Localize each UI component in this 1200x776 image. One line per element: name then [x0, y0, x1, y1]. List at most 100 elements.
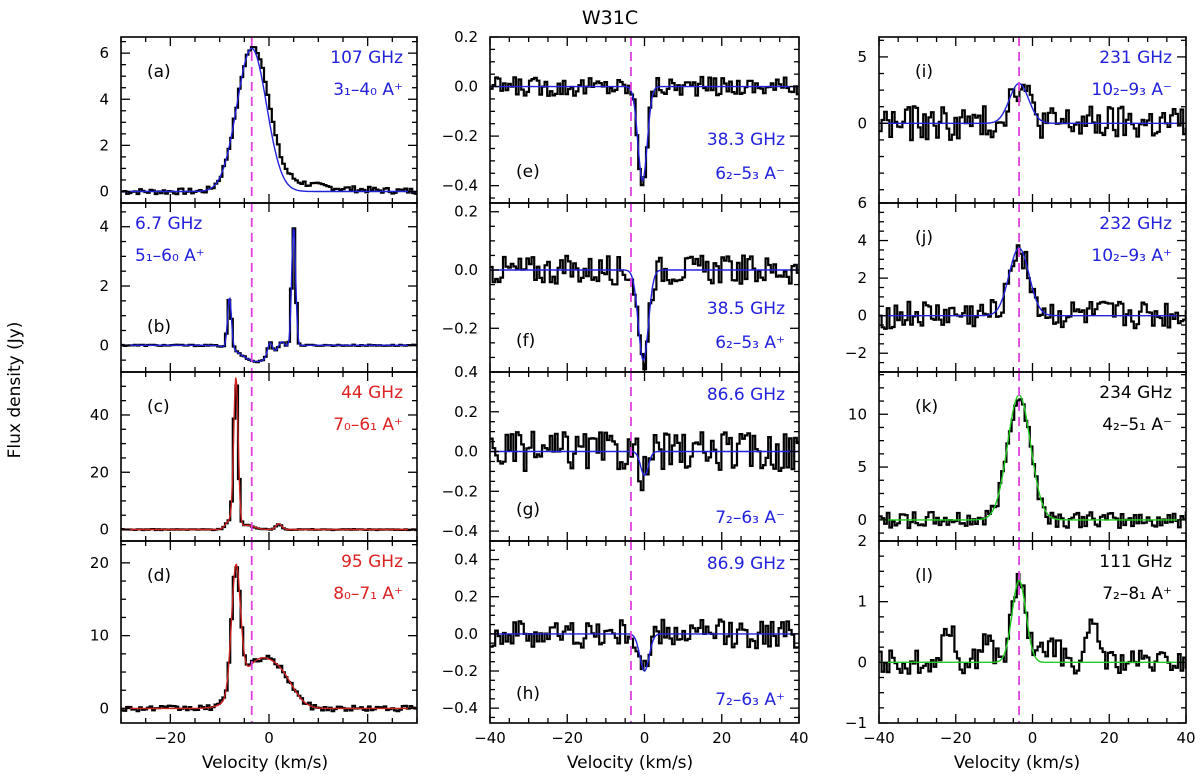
panel-h-ytick-label: −0.4: [442, 699, 478, 717]
panels: 0 2 4 6 (a) 107 GHz 3₁–4₀ A⁺ 0 2 4 (b) 6.7 GHz 5₁–6₀…: [90, 28, 1196, 747]
x-axis-label-col3: Velocity (km/s): [954, 753, 1080, 773]
panel-g: 0.4 0.2 0.0 −0.2 −0.4 (g) 86.6 GHz 7₂–6₃ A⁻: [442, 363, 800, 542]
panel-d-letter: (d): [147, 566, 171, 586]
panel-j-ytick-label: 4: [857, 232, 867, 250]
panel-h-transition-label: 7₂–6₃ A⁺: [715, 690, 785, 710]
panel-i-transition-label: 10₂–9₃ A⁻: [1091, 80, 1172, 100]
panel-c-frequency-label: 44 GHz: [341, 383, 403, 403]
panel-g-ytick-label: 0.2: [454, 403, 478, 421]
panel-c-transition-label: 7₀–6₁ A⁺: [333, 415, 403, 435]
panel-e: 0.2 0.0 −0.2 −0.4 (e) 38.3 GHz 6₂–5₃ A⁻: [442, 28, 800, 204]
panel-i-ytick-label: 0: [857, 114, 867, 132]
panel-d-transition-label: 8₀–7₁ A⁺: [333, 584, 403, 604]
panel-l: −40 −20 0 20 40 2 1 0 −1 (l) 111 GHz 7₂–8₁ A⁺: [845, 532, 1196, 747]
panel-e-ytick-label: 0.2: [454, 28, 478, 46]
panel-g-observed-spectrum: [490, 430, 799, 492]
panel-e-data: [490, 75, 799, 187]
panel-a-ytick-label: 0: [99, 182, 109, 200]
panel-a-ytick-label: 2: [99, 136, 109, 154]
panel-a-ytick-label: 6: [99, 44, 109, 62]
panel-f-ytick-label: 0.0: [454, 261, 478, 279]
panel-d-data: [121, 563, 417, 713]
panel-h-xtick-label: 20: [712, 729, 731, 747]
panel-g-ytick-label: 0.4: [454, 363, 478, 381]
panel-b: 0 2 4 (b) 6.7 GHz 5₁–6₀ A⁺: [99, 202, 418, 373]
panel-i-observed-spectrum: [879, 83, 1186, 142]
panel-k-ytick-label: 10: [848, 405, 867, 423]
panel-f-frequency-label: 38.5 GHz: [707, 299, 785, 319]
panel-j-ytick-label: 2: [857, 269, 867, 287]
panel-b-data: [121, 227, 417, 364]
panel-i-letter: (i): [915, 62, 933, 82]
x-axis-label-col2: Velocity (km/s): [567, 753, 693, 773]
panel-h-frequency-label: 86.9 GHz: [707, 554, 785, 574]
panel-k-fit-curve: [879, 394, 1186, 521]
panel-h-xtick-label: 40: [789, 729, 808, 747]
panel-d-ytick-label: 0: [99, 699, 109, 717]
panel-e-fit-curve: [490, 85, 799, 182]
panel-b-letter: (b): [147, 317, 171, 337]
panel-j: 6 4 2 0 −2 (j) 232 GHz 10₂–9₃ A⁺: [845, 194, 1187, 373]
panel-g-fit-curve: [490, 450, 799, 477]
panel-c-letter: (c): [147, 397, 170, 417]
panel-l-data: [879, 572, 1186, 675]
panel-f-transition-label: 6₂–5₃ A⁺: [715, 333, 785, 353]
panel-j-ytick-label: 6: [857, 194, 867, 212]
panel-l-fit-curve: [879, 579, 1186, 663]
panel-k: 10 5 0 (k) 234 GHz 4₂–5₁ A⁻: [848, 371, 1187, 542]
panel-b-frequency-label: 6.7 GHz: [135, 214, 202, 234]
y-axis-label: Flux density (Jy): [5, 322, 25, 459]
panel-b-ytick-label: 2: [99, 277, 109, 295]
panel-b-fit-curve: [121, 228, 417, 363]
panel-f-fit-curve: [490, 269, 799, 361]
panel-f-ytick-label: −0.2: [442, 319, 478, 337]
panel-k-data: [879, 394, 1186, 530]
panel-c-ytick-label: 40: [90, 406, 109, 424]
panel-k-ytick-label: 0: [857, 511, 867, 529]
panel-h-ytick-label: −0.2: [442, 662, 478, 680]
panel-h-xtick-label: −20: [551, 729, 583, 747]
panel-k-ytick-label: 5: [857, 458, 867, 476]
panel-l-xtick-label: 20: [1100, 729, 1119, 747]
panel-h-data: [490, 618, 799, 672]
panel-k-frequency-label: 234 GHz: [1099, 383, 1172, 403]
panel-l-ytick-label: 0: [857, 653, 867, 671]
panel-j-fit-curve: [879, 247, 1186, 317]
panel-e-observed-spectrum: [490, 75, 799, 187]
panel-l-ytick-label: 1: [857, 593, 867, 611]
panel-e-ytick-label: 0.0: [454, 78, 478, 96]
panel-h-ytick-label: 0.0: [454, 625, 478, 643]
panel-i: 5 0 (i) 231 GHz 10₂–9₃ A⁻: [857, 36, 1187, 204]
panel-h-xtick-label: −40: [474, 729, 506, 747]
panel-j-frequency-label: 232 GHz: [1099, 214, 1172, 234]
panel-j-ytick-label: 0: [857, 307, 867, 325]
panel-e-ytick-label: −0.2: [442, 127, 478, 145]
panel-i-fit-curve: [879, 82, 1186, 124]
panel-c-ytick-label: 20: [90, 463, 109, 481]
panel-g-ytick-label: −0.4: [442, 522, 478, 540]
panel-a-data: [121, 46, 417, 196]
panel-b-transition-label: 5₁–6₀ A⁺: [135, 246, 205, 266]
panel-k-transition-label: 4₂–5₁ A⁻: [1102, 415, 1172, 435]
panel-d-ytick-label: 20: [90, 554, 109, 572]
panel-l-ytick-label: −1: [845, 714, 867, 732]
panel-a-letter: (a): [147, 62, 171, 82]
panel-k-letter: (k): [915, 397, 938, 417]
panel-l-ytick-label: 2: [857, 532, 867, 550]
panel-f-letter: (f): [516, 331, 535, 351]
panel-d-xtick-label: 20: [358, 729, 377, 747]
panel-i-frequency-label: 231 GHz: [1099, 48, 1172, 68]
panel-a-frequency-label: 107 GHz: [330, 48, 403, 68]
panel-l-xtick-label: −20: [940, 729, 972, 747]
panel-e-transition-label: 6₂–5₃ A⁻: [715, 164, 785, 184]
panel-h-ytick-label: 0.4: [454, 551, 478, 569]
panel-j-ytick-label: −2: [845, 344, 867, 362]
panel-l-xtick-label: 40: [1176, 729, 1195, 747]
panel-i-ytick-label: 5: [857, 48, 867, 66]
panel-d-frequency-label: 95 GHz: [341, 552, 403, 572]
panel-c-ytick-label: 0: [99, 521, 109, 539]
panel-h-letter: (h): [516, 684, 540, 704]
panel-c: 0 20 40 (c) 44 GHz 7₀–6₁ A⁺: [90, 371, 418, 542]
panel-b-ytick-label: 0: [99, 336, 109, 354]
